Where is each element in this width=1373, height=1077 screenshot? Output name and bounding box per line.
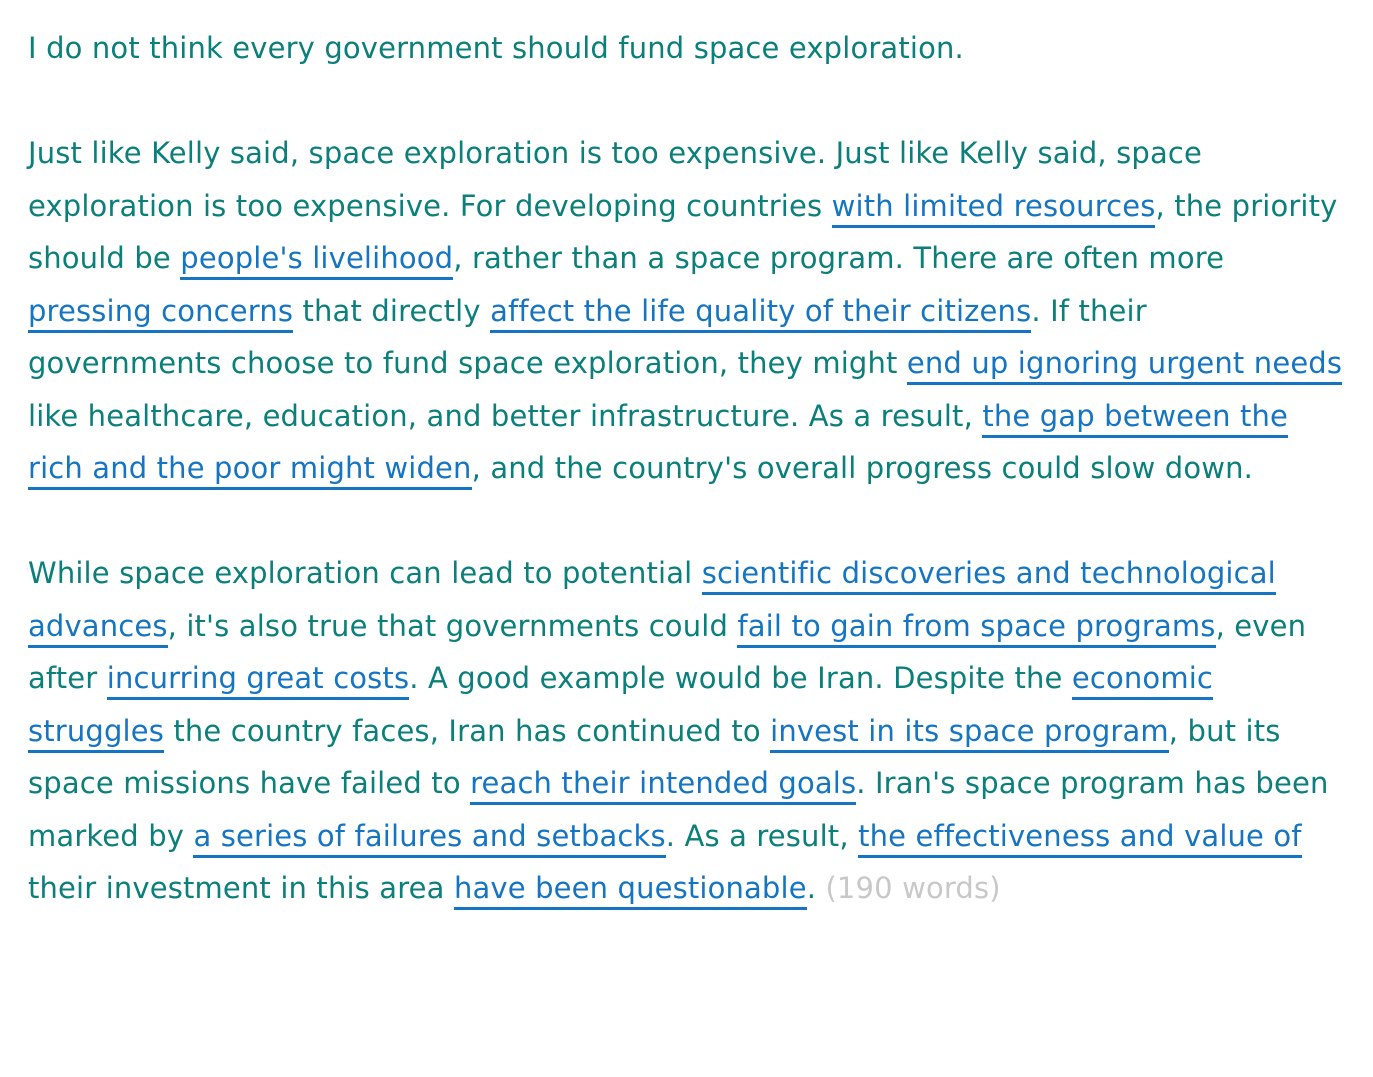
- highlighted-phrase[interactable]: reach their intended goals: [470, 766, 857, 805]
- highlighted-phrase[interactable]: incurring great costs: [106, 661, 410, 700]
- text-segment: their investment in this area: [28, 871, 454, 905]
- text-segment: , and the country's overall progress cou…: [471, 451, 1254, 485]
- text-segment: , but its space missions have failed to: [28, 713, 1281, 801]
- highlighted-phrase[interactable]: with limited resources: [831, 188, 1156, 228]
- highlighted-phrase[interactable]: have been questionable: [453, 871, 807, 910]
- text-segment: . A good example would be Iran. Despite …: [409, 661, 1072, 695]
- text-segment: While space exploration can lead to pote…: [28, 556, 702, 590]
- highlighted-phrase[interactable]: people's livelihood: [180, 241, 454, 280]
- text-segment: that directly: [293, 293, 491, 328]
- paragraph-1: I do not think every government should f…: [28, 22, 1346, 75]
- text-segment: , even after: [28, 608, 1307, 696]
- paragraph-3: While space exploration can lead to pote…: [28, 547, 1346, 915]
- word-count: (190 words): [825, 871, 1001, 905]
- highlighted-phrase[interactable]: invest in its space program: [770, 713, 1169, 753]
- text-segment: . As a result,: [665, 818, 859, 853]
- text-segment: , the priority should be: [28, 188, 1338, 276]
- text-segment: .: [806, 871, 817, 905]
- text-segment: like healthcare, education, and better i…: [28, 398, 983, 433]
- text-segment: . If their governments choose to fund sp…: [28, 293, 1147, 381]
- text-segment: I do not think every government should f…: [28, 31, 964, 65]
- essay-text: I do not think every government should f…: [28, 22, 1346, 915]
- text-segment: the country faces, Iran has continued to: [163, 713, 771, 748]
- text-segment: Just like Kelly said, space exploration …: [28, 136, 1202, 223]
- highlighted-phrase[interactable]: end up ignoring urgent needs: [906, 346, 1343, 385]
- highlighted-phrase[interactable]: fail to gain from space programs: [737, 608, 1216, 648]
- text-segment: . Iran's space program has been marked b…: [28, 766, 1329, 853]
- highlighted-phrase[interactable]: pressing concerns: [28, 293, 294, 333]
- highlighted-phrase[interactable]: the effectiveness and value of: [858, 818, 1302, 858]
- highlighted-phrase[interactable]: a series of failures and setbacks: [193, 818, 666, 858]
- paragraph-2: Just like Kelly said, space exploration …: [28, 127, 1346, 495]
- highlighted-phrase[interactable]: economic struggles: [28, 661, 1214, 753]
- highlighted-phrase[interactable]: the gap between the rich and the poor mi…: [28, 398, 1289, 490]
- highlighted-phrase[interactable]: affect the life quality of their citizen…: [490, 293, 1032, 333]
- highlighted-phrase[interactable]: scientific discoveries and technological…: [28, 556, 1276, 648]
- text-segment: , it's also true that governments could: [167, 608, 738, 643]
- text-segment: , rather than a space program. There are…: [453, 241, 1225, 275]
